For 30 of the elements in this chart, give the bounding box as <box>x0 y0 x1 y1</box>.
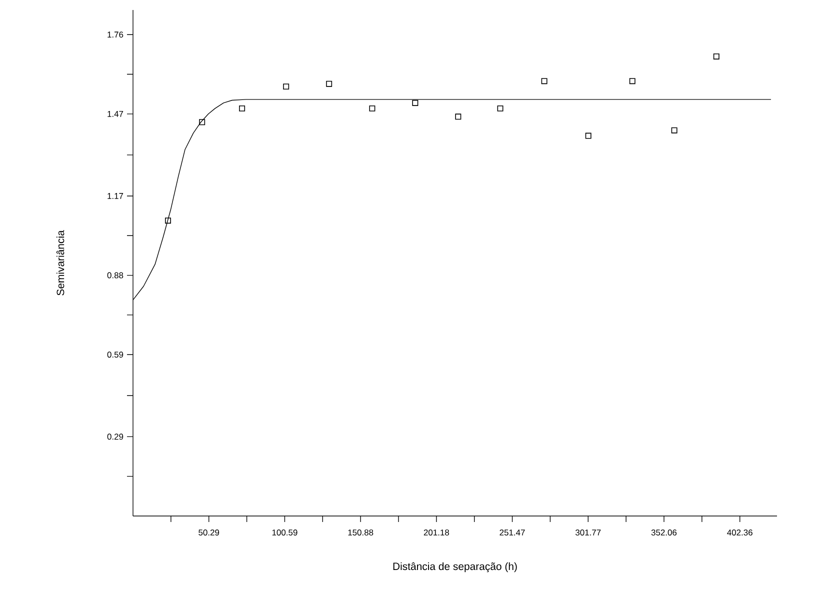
y-tick-label: 1.47 <box>108 111 124 117</box>
point <box>497 105 504 112</box>
point <box>412 100 418 106</box>
point <box>713 53 720 60</box>
point <box>455 114 462 120</box>
point <box>369 105 376 112</box>
point <box>165 218 171 224</box>
x-axis-title: Distância de separação (h) <box>393 562 517 572</box>
y-tick-label: 0.59 <box>107 352 124 358</box>
x-tick-label: 150.88 <box>348 530 374 536</box>
point <box>671 127 678 134</box>
x-tick-label: 201.18 <box>424 530 450 536</box>
y-tick-label: 1.76 <box>108 32 124 38</box>
y-axis-title: Semivariância <box>56 230 64 296</box>
point <box>199 119 206 126</box>
point <box>541 78 548 84</box>
x-tick-label: 100.59 <box>272 530 298 536</box>
point <box>629 78 636 84</box>
x-tick-label: 50.29 <box>198 530 220 536</box>
y-tick-label: 0.88 <box>107 272 124 278</box>
point <box>585 132 592 139</box>
x-tick-label: 402.36 <box>727 530 752 536</box>
x-tick-label: 352.06 <box>651 530 677 536</box>
x-tick-label: 251.47 <box>500 530 525 536</box>
x-tick-label: 301.77 <box>576 530 601 536</box>
y-tick-label: 1.17 <box>108 193 124 199</box>
point <box>326 80 332 87</box>
point <box>239 105 246 112</box>
y-tick-label: 0.29 <box>107 434 124 440</box>
point <box>283 84 290 90</box>
